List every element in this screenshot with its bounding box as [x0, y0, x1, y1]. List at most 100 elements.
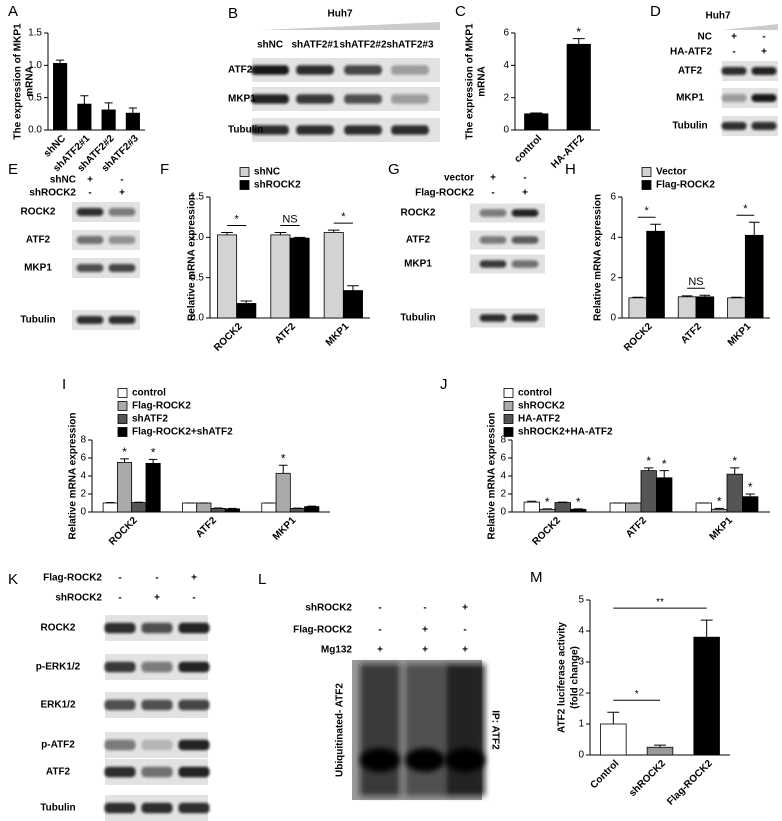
y-tick-label: 6: [503, 28, 509, 39]
bar: [102, 502, 118, 513]
lane-label: shATF2#1: [291, 40, 338, 51]
band: [141, 739, 173, 751]
legend-swatch: [239, 180, 250, 190]
bar: [182, 502, 198, 513]
x-tick-label: ROCK2: [530, 515, 563, 548]
bar: [726, 473, 743, 513]
bar: [646, 746, 674, 756]
bar: [101, 109, 116, 131]
y-tick-label: 1.0: [28, 60, 42, 71]
bar: [125, 112, 140, 131]
panel-letter: F: [160, 161, 169, 178]
condition-mark: -: [118, 593, 121, 604]
legend-label: control: [132, 388, 166, 399]
condition-mark: -: [762, 32, 765, 43]
legend-swatch: [239, 167, 250, 177]
x-tick-label: ROCK2: [212, 321, 245, 354]
significance: *: [281, 451, 286, 465]
condition-label: Flag-ROCK2: [43, 573, 102, 584]
panel-letter: K: [8, 571, 18, 588]
significance: *: [732, 454, 737, 468]
y-axis-label: The expression of MKP1: [13, 23, 24, 140]
side-label: Ubiquitinated- ATF2: [335, 683, 346, 777]
legend-swatch: [503, 414, 514, 424]
legend-swatch: [117, 414, 128, 424]
smear-blob: [405, 748, 445, 772]
row-label: Tubulin: [400, 313, 435, 324]
error-bar: [221, 231, 233, 235]
condition-mark: +: [731, 32, 737, 43]
bar: [131, 502, 147, 513]
significance: NS: [282, 213, 297, 225]
condition-mark: -: [88, 188, 91, 199]
legend-swatch: [641, 180, 652, 190]
band: [479, 209, 507, 217]
bar: [145, 462, 161, 513]
significance: *: [748, 480, 753, 494]
error-bar: [80, 95, 89, 105]
legend-label: Vector: [656, 167, 687, 178]
y-tick-label: 4: [610, 232, 616, 243]
band: [141, 661, 173, 673]
condition-label: Flag-ROCK2: [293, 625, 352, 636]
band: [108, 208, 136, 216]
band: [104, 802, 136, 814]
band: [178, 802, 210, 814]
blot-strip: [722, 61, 778, 81]
error-bar: [650, 223, 661, 232]
error-bar: [745, 493, 755, 497]
error-bar: [748, 221, 760, 236]
blot-strip: [470, 203, 545, 223]
bar: [711, 508, 728, 513]
lane-label: shATF2#3: [386, 40, 433, 51]
error-bar: [56, 59, 65, 64]
panel-letter: H: [565, 161, 576, 178]
row-label: Tubulin: [20, 315, 55, 326]
bar: [539, 508, 556, 513]
bar: [289, 507, 306, 513]
condition-label: shROCK2: [55, 593, 102, 604]
condition-mark: +: [490, 173, 496, 184]
band: [391, 94, 429, 104]
band: [296, 94, 334, 104]
y-axis-label: Relative mRNA expression: [68, 413, 79, 540]
bar: [600, 723, 627, 756]
bar: [566, 43, 591, 131]
condition-mark: -: [463, 625, 466, 636]
bar: [236, 303, 257, 319]
band: [251, 94, 289, 104]
row-label: MKP1: [228, 94, 256, 105]
band: [751, 94, 777, 102]
band: [141, 802, 173, 814]
band: [178, 622, 210, 634]
error-bar: [527, 500, 537, 503]
condition-label: shNC: [50, 175, 76, 186]
x-tick-label: MKP1: [708, 515, 736, 543]
condition-mark: +: [191, 573, 197, 584]
band: [479, 260, 507, 268]
condition-label: NC: [698, 32, 712, 43]
significance: NS: [688, 276, 703, 288]
bar: [53, 62, 68, 131]
condition-mark: -: [120, 175, 123, 186]
y-tick-label: 2: [80, 489, 86, 500]
condition-mark: -: [523, 173, 526, 184]
significance: *: [646, 454, 651, 468]
row-label: Tubulin: [672, 121, 707, 132]
bar: [289, 237, 310, 319]
smear: [445, 664, 485, 796]
row-label: ATF2: [678, 66, 703, 77]
panel-letter: B: [228, 5, 238, 22]
bar: [116, 462, 133, 513]
significance: *: [717, 495, 722, 509]
significance: *: [341, 211, 346, 223]
panel-letter: J: [440, 376, 448, 393]
y-tick-label: 4: [500, 471, 506, 482]
row-label: MKP1: [24, 263, 52, 274]
band: [108, 236, 136, 244]
y-tick-label: 8: [80, 435, 86, 446]
bar: [640, 470, 657, 513]
y-tick-label: 2: [578, 688, 584, 699]
x-tick-label: ATF2: [624, 515, 649, 540]
